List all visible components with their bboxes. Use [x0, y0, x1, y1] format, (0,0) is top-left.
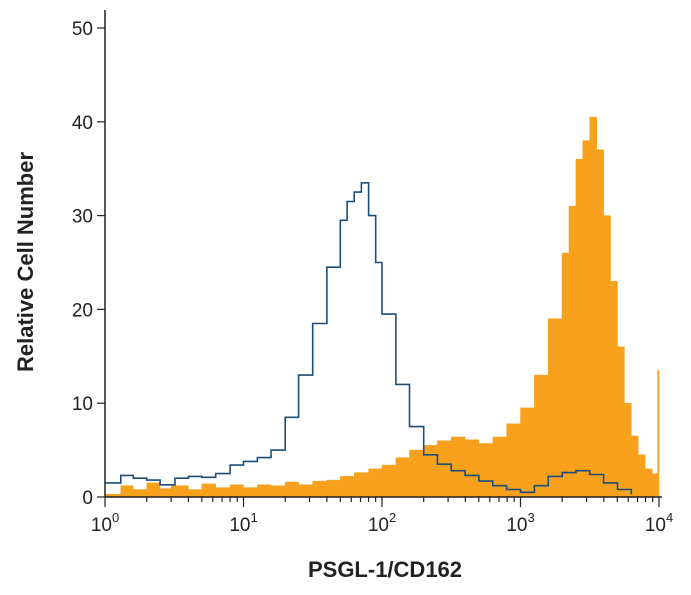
y-tick-label: 30 [72, 207, 93, 228]
x-tick-label: 104 [645, 510, 673, 536]
x-tick-label: 103 [506, 510, 534, 536]
x-axis-ticks: 100 101 102 103 104 [91, 497, 673, 536]
x-tick-label: 100 [91, 510, 119, 536]
series-filled-histogram [104, 116, 660, 498]
y-tick-label: 40 [72, 113, 93, 134]
x-tick-label: 102 [368, 510, 396, 536]
plot-area [104, 116, 660, 498]
x-tick-label: 101 [229, 510, 257, 536]
y-tick-label: 50 [72, 19, 93, 40]
y-axis-ticks: 0 10 20 30 40 50 [72, 19, 105, 509]
y-tick-label: 20 [72, 300, 93, 321]
series-outline-histogram [105, 182, 633, 495]
y-tick-label: 10 [72, 394, 93, 415]
x-axis-title: PSGL-1/CD162 [308, 557, 462, 582]
y-axis-title: Relative Cell Number [13, 152, 38, 373]
y-tick-label: 0 [82, 488, 93, 509]
